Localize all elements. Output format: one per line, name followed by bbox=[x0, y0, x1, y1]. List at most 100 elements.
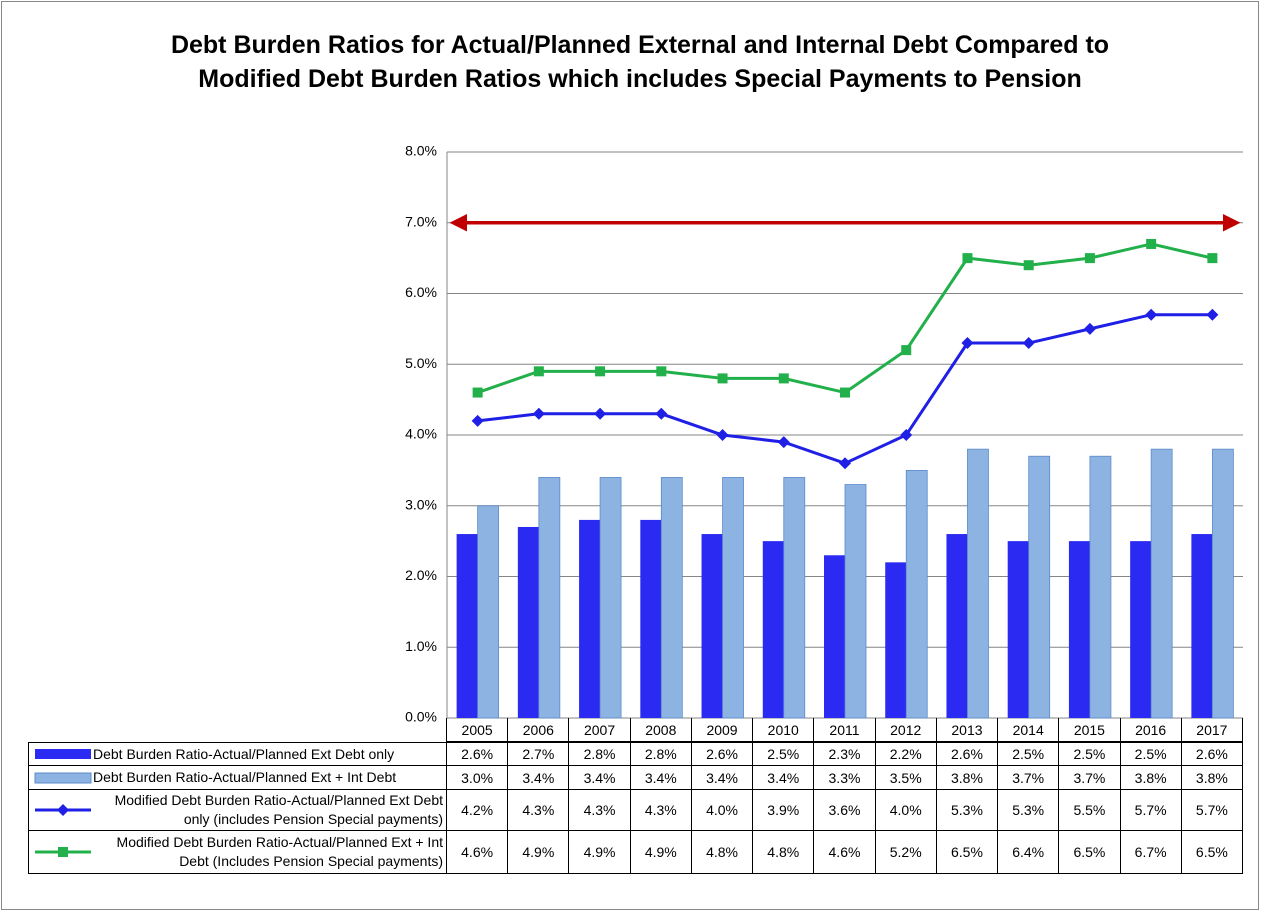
table-value: 4.6% bbox=[447, 831, 509, 874]
table-value: 3.7% bbox=[998, 766, 1060, 790]
table-value: 3.0% bbox=[447, 766, 509, 790]
category-cell: 2010 bbox=[753, 718, 815, 742]
table-value: 2.7% bbox=[508, 742, 570, 766]
category-cell: 2007 bbox=[569, 718, 631, 742]
bar bbox=[701, 534, 723, 718]
line bbox=[477, 242, 1213, 395]
bar bbox=[1028, 455, 1051, 719]
bar bbox=[1211, 448, 1234, 719]
table-value: 6.5% bbox=[1181, 831, 1243, 874]
diamond-marker bbox=[1083, 322, 1096, 335]
table-value: 3.4% bbox=[753, 766, 815, 790]
table-value: 3.4% bbox=[569, 766, 631, 790]
diamond-marker bbox=[532, 407, 545, 420]
table-value: 6.7% bbox=[1120, 831, 1182, 874]
diamond-marker bbox=[655, 407, 668, 420]
category-cell: 2013 bbox=[936, 718, 999, 742]
legend-entry: Debt Burden Ratio-Actual/Planned Ext + I… bbox=[28, 766, 447, 790]
bar bbox=[579, 519, 601, 718]
square-marker bbox=[901, 345, 912, 356]
y-tick-label: 8.0% bbox=[405, 143, 437, 159]
y-tick-label: 3.0% bbox=[405, 496, 437, 512]
y-tick-label: 4.0% bbox=[405, 426, 437, 442]
table-value: 4.8% bbox=[753, 831, 815, 874]
bar bbox=[640, 519, 662, 718]
table-value: 3.8% bbox=[1120, 766, 1182, 790]
table-value: 4.9% bbox=[569, 831, 631, 874]
table-value: 2.2% bbox=[875, 742, 937, 766]
legend-swatch bbox=[35, 847, 91, 857]
legend-label: Modified Debt Burden Ratio-Actual/Planne… bbox=[116, 834, 443, 869]
bar bbox=[517, 526, 539, 718]
table-value: 2.6% bbox=[691, 742, 754, 766]
category-cell: 2006 bbox=[508, 718, 570, 742]
table-left-edge bbox=[446, 718, 447, 742]
table-value: 6.5% bbox=[936, 831, 999, 874]
square-marker bbox=[1023, 260, 1034, 271]
legend-entry: Modified Debt Burden Ratio-Actual/Planne… bbox=[28, 790, 447, 831]
diamond-marker bbox=[1206, 308, 1219, 321]
table-value: 2.5% bbox=[1059, 742, 1121, 766]
table-value: 4.8% bbox=[691, 831, 754, 874]
table-value: 2.5% bbox=[753, 742, 815, 766]
category-cell: 2008 bbox=[630, 718, 692, 742]
square-marker bbox=[472, 387, 483, 398]
bar bbox=[722, 477, 744, 719]
diamond-marker bbox=[839, 457, 851, 470]
bar bbox=[538, 477, 561, 719]
table-value: 6.5% bbox=[1059, 831, 1121, 874]
legend-bar-swatch bbox=[34, 772, 92, 783]
table-value: 4.3% bbox=[508, 790, 570, 831]
bar bbox=[1130, 541, 1152, 718]
square-marker bbox=[1084, 253, 1095, 264]
diamond-marker bbox=[716, 429, 729, 441]
legend-label: Debt Burden Ratio-Actual/Planned Ext + I… bbox=[93, 769, 397, 785]
table-value: 3.8% bbox=[936, 766, 999, 790]
table-value: 2.5% bbox=[1120, 742, 1182, 766]
y-tick-label: 1.0% bbox=[405, 638, 437, 654]
square-marker bbox=[840, 387, 850, 398]
bar bbox=[844, 484, 867, 719]
table-value: 4.3% bbox=[569, 790, 631, 831]
legend-swatch bbox=[34, 772, 92, 783]
table-value: 5.7% bbox=[1181, 790, 1243, 831]
bar bbox=[1068, 541, 1090, 718]
table-value: 3.7% bbox=[1059, 766, 1121, 790]
legend-label: Debt Burden Ratio-Actual/Planned Ext Deb… bbox=[93, 745, 395, 762]
table-value: 2.5% bbox=[998, 742, 1060, 766]
table-value: 4.0% bbox=[875, 790, 937, 831]
table-value: 4.9% bbox=[508, 831, 570, 874]
y-tick-label: 5.0% bbox=[405, 355, 437, 371]
square-marker bbox=[58, 847, 68, 857]
bar bbox=[1191, 534, 1213, 718]
square-marker bbox=[656, 366, 667, 377]
table-value: 3.4% bbox=[508, 766, 570, 790]
table-value: 2.6% bbox=[936, 742, 999, 766]
category-cell: 2011 bbox=[814, 718, 876, 742]
table-value: 2.3% bbox=[814, 742, 876, 766]
table-value: 5.3% bbox=[998, 790, 1060, 831]
diamond-marker bbox=[1022, 337, 1035, 350]
bar bbox=[456, 534, 478, 718]
table-value: 4.0% bbox=[691, 790, 754, 831]
square-marker bbox=[717, 373, 728, 384]
y-tick-label: 2.0% bbox=[405, 567, 437, 583]
diamond-marker bbox=[961, 337, 974, 350]
table-value: 5.7% bbox=[1120, 790, 1182, 831]
square-marker bbox=[1207, 253, 1218, 264]
legend-swatch bbox=[35, 804, 91, 816]
table-value: 2.6% bbox=[447, 742, 509, 766]
diamond-marker bbox=[57, 804, 69, 816]
table-value: 2.8% bbox=[569, 742, 631, 766]
bar bbox=[783, 477, 806, 719]
square-marker bbox=[533, 366, 544, 377]
diamond-marker bbox=[900, 429, 913, 441]
square-marker bbox=[778, 373, 789, 384]
table-value: 2.6% bbox=[1181, 742, 1243, 766]
bar bbox=[599, 477, 622, 719]
bar bbox=[660, 477, 683, 719]
table-value: 3.5% bbox=[875, 766, 937, 790]
